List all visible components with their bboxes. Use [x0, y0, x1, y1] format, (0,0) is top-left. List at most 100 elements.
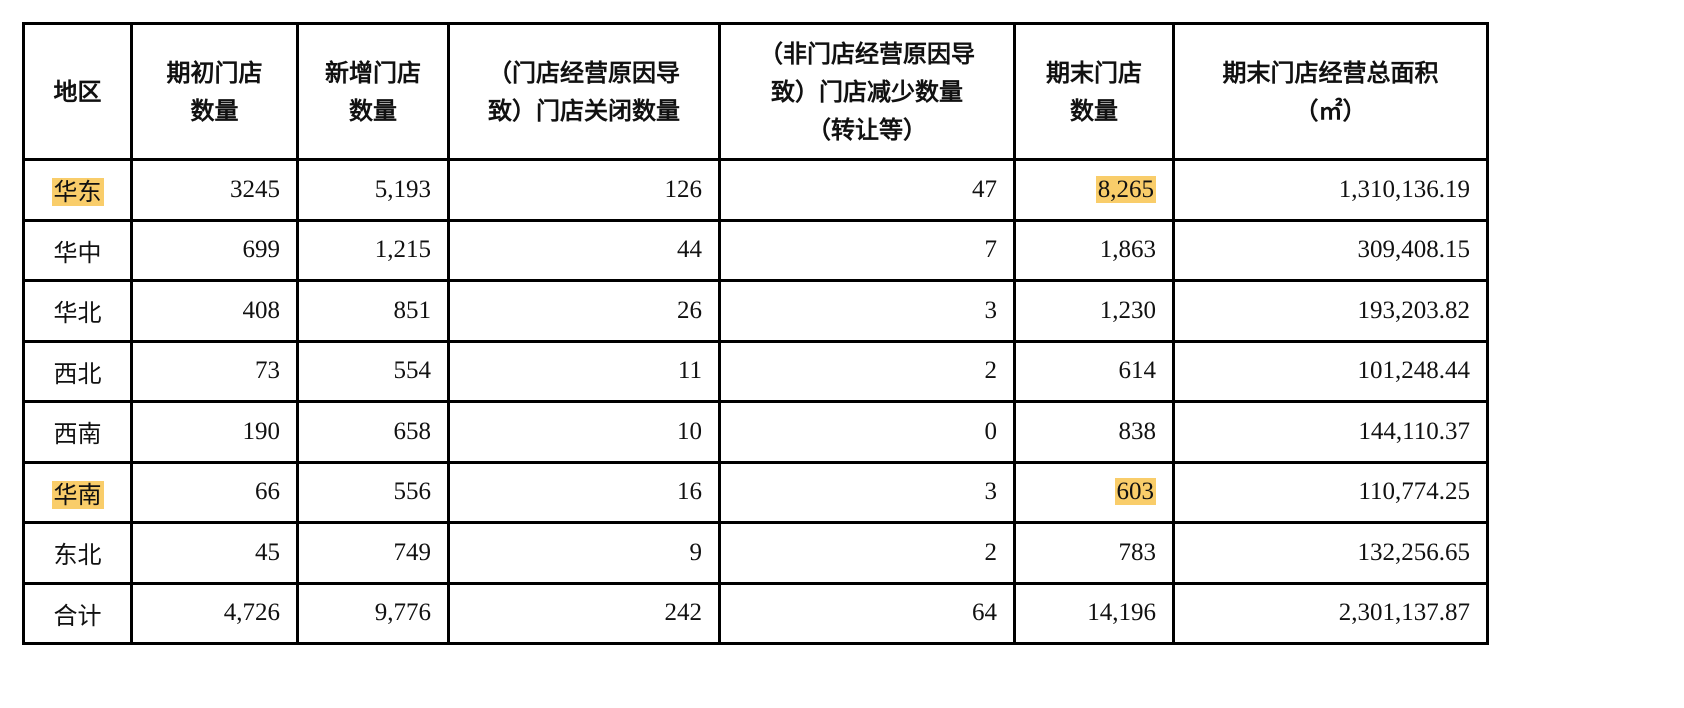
value-cell: 16 [447, 460, 721, 524]
column-header: 地区 [22, 22, 133, 161]
value-cell: 838 [1013, 400, 1175, 464]
value-cell: 0 [718, 400, 1016, 464]
value-cell: 144,110.37 [1172, 400, 1489, 464]
column-header: 期末门店 数量 [1013, 22, 1175, 161]
region-cell: 华北 [22, 279, 133, 343]
column-header: （非门店经营原因导 致）门店减少数量 （转让等） [718, 22, 1016, 161]
cell-value: 2,301,137.87 [1338, 599, 1470, 627]
value-cell: 2 [718, 521, 1016, 585]
region-cell: 东北 [22, 521, 133, 585]
cell-value: 126 [664, 175, 703, 203]
cell-value: 11 [677, 357, 702, 385]
cell-value: 2 [984, 357, 998, 385]
table-row: 合计 4,726 9,776 242 64 14,196 2,301,137.87 [22, 581, 1489, 645]
value-cell: 783 [1013, 521, 1175, 585]
value-cell: 603 [1013, 460, 1175, 524]
cell-value: 554 [393, 357, 432, 385]
cell-value: 7 [984, 236, 998, 264]
cell-value: 0 [984, 417, 998, 445]
value-cell: 658 [296, 400, 450, 464]
region-cell: 华中 [22, 218, 133, 282]
cell-value: 749 [393, 538, 432, 566]
cell-value: 3 [984, 296, 998, 324]
value-cell: 47 [718, 158, 1016, 222]
store-statistics-table: 地区 期初门店 数量 新增门店 数量 （门店经营原因导 致）门店关闭数量 （非门店经营原因导致… [22, 22, 1489, 645]
value-cell: 2 [718, 339, 1016, 403]
value-cell: 132,256.65 [1172, 521, 1489, 585]
column-header: 期初门店 数量 [130, 22, 299, 161]
cell-value: 556 [393, 478, 432, 506]
value-cell: 1,215 [296, 218, 450, 282]
value-cell: 5,193 [296, 158, 450, 222]
value-cell: 1,863 [1013, 218, 1175, 282]
cell-value: 47 [972, 175, 997, 203]
cell-value: 16 [677, 478, 702, 506]
cell-value: 1,310,136.19 [1338, 175, 1470, 203]
column-header: 期末门店经营总面积 （㎡） [1172, 22, 1489, 161]
cell-value: 5,193 [374, 175, 431, 203]
value-cell: 699 [130, 218, 299, 282]
value-cell: 9,776 [296, 581, 450, 645]
value-cell: 851 [296, 279, 450, 343]
value-cell: 44 [447, 218, 721, 282]
value-cell: 26 [447, 279, 721, 343]
region-label: 华北 [53, 299, 102, 328]
region-cell: 华南 [22, 460, 133, 524]
value-cell: 14,196 [1013, 581, 1175, 645]
value-cell: 8,265 [1013, 158, 1175, 222]
cell-value: 783 [1118, 538, 1157, 566]
cell-value: 26 [677, 296, 702, 324]
cell-value: 10 [677, 417, 702, 445]
cell-value: 658 [393, 417, 432, 445]
cell-value: 132,256.65 [1357, 538, 1471, 566]
cell-value: 851 [393, 296, 432, 324]
value-cell: 554 [296, 339, 450, 403]
column-header: 新增门店 数量 [296, 22, 450, 161]
region-label: 华东 [51, 178, 104, 207]
region-label: 西北 [53, 359, 102, 388]
value-cell: 126 [447, 158, 721, 222]
cell-value: 4,726 [223, 599, 280, 627]
cell-value: 242 [664, 599, 703, 627]
cell-value: 3 [984, 478, 998, 506]
cell-value: 699 [242, 236, 281, 264]
table-row: 东北 45 749 9 2 783 132,256.65 [22, 521, 1489, 585]
cell-value: 45 [255, 538, 280, 566]
table-row: 华中 699 1,215 44 7 1,863 309,408.15 [22, 218, 1489, 282]
cell-value: 309,408.15 [1357, 236, 1471, 264]
value-cell: 309,408.15 [1172, 218, 1489, 282]
value-cell: 2,301,137.87 [1172, 581, 1489, 645]
cell-value: 190 [242, 417, 281, 445]
region-cell: 合计 [22, 581, 133, 645]
cell-value: 614 [1118, 357, 1157, 385]
region-label: 华南 [51, 480, 104, 509]
header-row: 地区 期初门店 数量 新增门店 数量 （门店经营原因导 致）门店关闭数量 （非门店经营原因导致… [22, 22, 1489, 161]
region-label: 东北 [53, 541, 102, 570]
column-header: （门店经营原因导 致）门店关闭数量 [447, 22, 721, 161]
cell-value: 3245 [230, 175, 280, 203]
value-cell: 1,230 [1013, 279, 1175, 343]
region-cell: 华东 [22, 158, 133, 222]
table-row: 华南 66 556 16 3 603 110,774.25 [22, 460, 1489, 524]
cell-value: 2 [984, 538, 998, 566]
cell-value: 9,776 [374, 599, 431, 627]
value-cell: 408 [130, 279, 299, 343]
cell-value: 44 [677, 236, 702, 264]
cell-value: 603 [1114, 478, 1156, 506]
value-cell: 64 [718, 581, 1016, 645]
value-cell: 749 [296, 521, 450, 585]
value-cell: 193,203.82 [1172, 279, 1489, 343]
value-cell: 3 [718, 460, 1016, 524]
table-row: 西南 190 658 10 0 838 144,110.37 [22, 400, 1489, 464]
value-cell: 1,310,136.19 [1172, 158, 1489, 222]
value-cell: 242 [447, 581, 721, 645]
region-cell: 西北 [22, 339, 133, 403]
value-cell: 110,774.25 [1172, 460, 1489, 524]
cell-value: 9 [689, 538, 703, 566]
cell-value: 101,248.44 [1357, 357, 1471, 385]
cell-value: 73 [255, 357, 280, 385]
value-cell: 3 [718, 279, 1016, 343]
cell-value: 1,215 [374, 236, 431, 264]
value-cell: 11 [447, 339, 721, 403]
cell-value: 1,230 [1099, 296, 1156, 324]
